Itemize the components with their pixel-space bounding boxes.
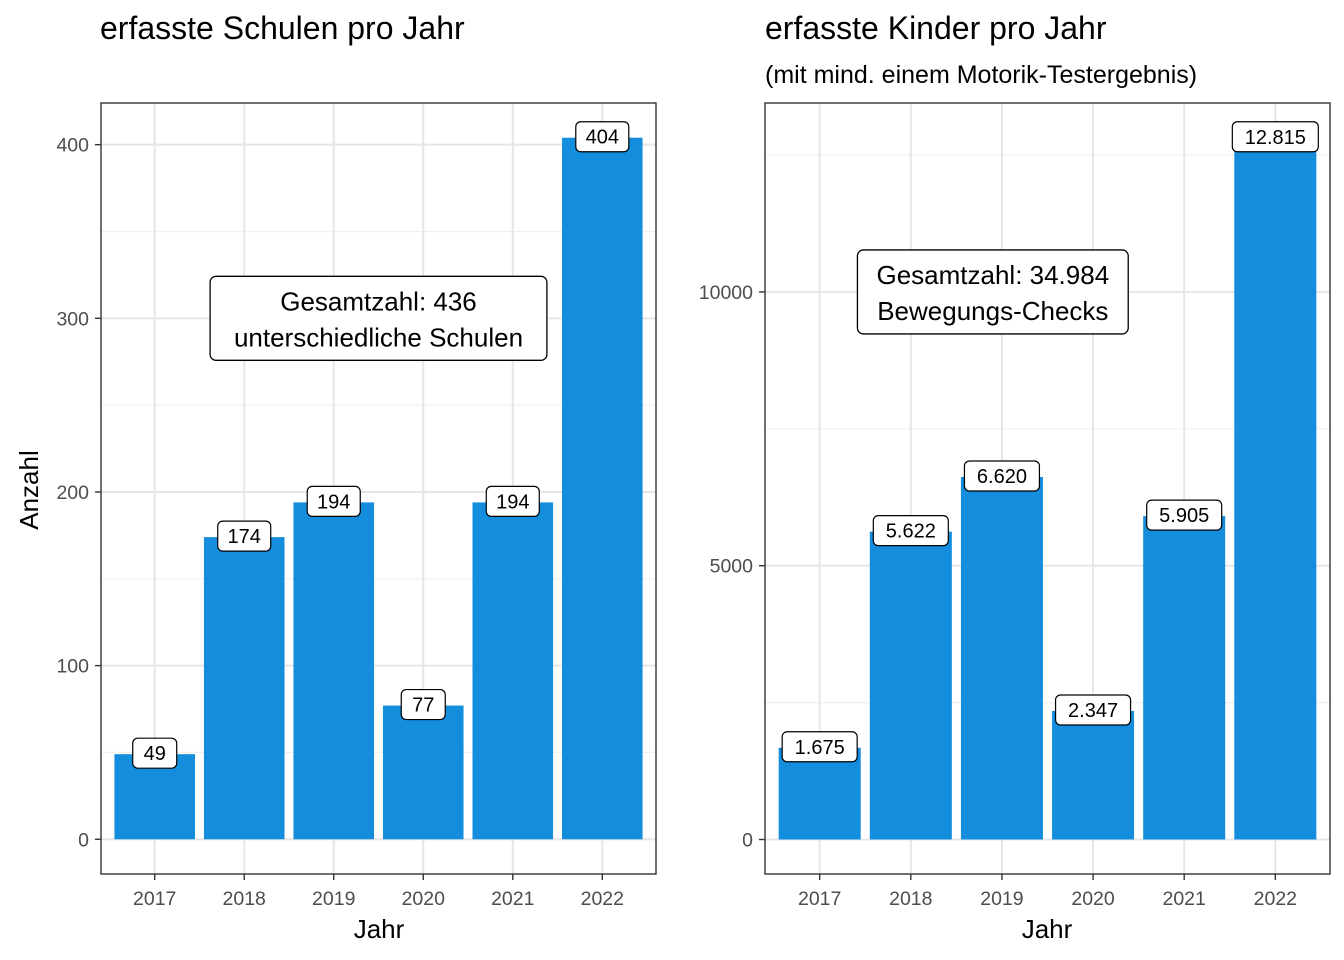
y-axis-label: Anzahl	[14, 450, 44, 530]
x-axis-label: Jahr	[1022, 914, 1073, 944]
chart-title: erfasste Kinder pro Jahr	[765, 10, 1107, 46]
x-tick-label: 2020	[402, 888, 446, 910]
panel-border	[764, 102, 1331, 875]
data-label-box	[1146, 499, 1223, 531]
annotation-box	[209, 275, 548, 361]
x-tick-label: 2019	[980, 888, 1023, 910]
y-tick-label: 0	[78, 829, 89, 851]
y-tick-label: 300	[56, 308, 89, 330]
data-label: 49	[144, 743, 166, 765]
bar	[293, 502, 375, 840]
bar	[960, 477, 1043, 840]
annotation-box	[856, 249, 1129, 335]
data-label: 77	[412, 695, 434, 717]
y-tick-label: 5000	[710, 556, 754, 578]
x-tick-label: 2020	[1071, 888, 1115, 910]
y-tick-label: 10000	[699, 282, 753, 304]
data-label-box	[485, 485, 540, 517]
x-tick-label: 2022	[1254, 888, 1297, 910]
data-label-box	[400, 688, 446, 721]
x-tick-label: 2018	[223, 888, 266, 910]
data-label-box	[1054, 694, 1132, 726]
x-tick-label: 2021	[491, 888, 534, 910]
data-label: 12.815	[1245, 127, 1306, 149]
data-label-box	[1231, 121, 1319, 153]
y-tick-label: 400	[56, 135, 89, 157]
data-label-box	[781, 731, 858, 763]
data-label: 1.675	[795, 737, 845, 759]
y-tick-label: 200	[56, 482, 89, 504]
bar	[382, 705, 464, 840]
y-tick-label: 0	[742, 830, 753, 852]
annotation-text: Bewegungs-Checks	[877, 296, 1108, 326]
chart-title: erfasste Schulen pro Jahr	[100, 10, 465, 46]
bar	[203, 537, 285, 840]
chart-panel-children: 0 5000 10000 2017 2018 2019 2020 2021 2022 1.675 5…	[699, 102, 1331, 910]
x-tick-label: 2017	[798, 888, 841, 910]
data-label-box	[575, 121, 630, 153]
data-label: 194	[496, 491, 529, 513]
data-label-box	[872, 515, 949, 547]
data-label-box	[306, 485, 361, 517]
chart-panel-schools: 0 100 200 300 400 2017 2018 2019 2020 2021 2022 49 1…	[56, 102, 657, 910]
data-label: 404	[586, 127, 619, 149]
data-label: 6.620	[977, 466, 1027, 488]
chart-subtitle: (mit mind. einem Motorik-Testergebnis)	[765, 61, 1197, 89]
annotation-text: Gesamtzahl: 436	[280, 286, 477, 316]
bar	[1234, 137, 1317, 840]
x-tick-label: 2017	[133, 888, 176, 910]
data-label: 5.622	[886, 521, 936, 543]
data-label: 194	[317, 491, 350, 513]
annotation-text: Gesamtzahl: 34.984	[876, 260, 1109, 290]
data-label-box	[132, 737, 178, 769]
y-tick-label: 100	[56, 656, 89, 678]
data-label: 2.347	[1068, 700, 1118, 722]
bar	[472, 502, 554, 840]
data-label: 174	[228, 526, 261, 548]
data-label-box	[217, 520, 272, 552]
x-tick-label: 2018	[889, 888, 932, 910]
annotation-text: unterschiedliche Schulen	[234, 322, 523, 352]
data-label: 5.905	[1159, 505, 1209, 527]
x-tick-label: 2019	[312, 888, 355, 910]
bar	[778, 747, 861, 840]
x-tick-label: 2021	[1162, 888, 1205, 910]
data-label-box	[963, 460, 1041, 492]
panel-border	[100, 102, 657, 875]
bar	[1052, 710, 1135, 840]
bar	[1143, 516, 1226, 840]
x-tick-label: 2022	[581, 888, 624, 910]
bar	[869, 531, 952, 840]
bar	[562, 137, 643, 840]
x-axis-label: Jahr	[354, 914, 405, 944]
